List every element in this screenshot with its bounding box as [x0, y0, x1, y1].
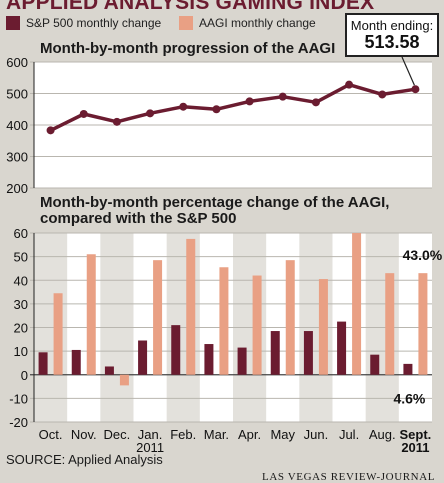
aagi-point [146, 109, 155, 118]
sp500-bar [237, 347, 247, 375]
callout-value: 513.58 [364, 32, 420, 52]
aagi-bar [318, 279, 328, 375]
bar-y-tick-label: 60 [14, 226, 28, 241]
line-y-tick-label: 400 [6, 118, 28, 133]
line-y-tick-label: 300 [6, 150, 28, 165]
aagi-point [245, 97, 254, 106]
bar-y-tick-label: 10 [14, 344, 28, 359]
sp500-bar [204, 344, 214, 375]
sp500-sept-label: 4.6% [393, 390, 425, 406]
main-title: APPLIED ANALYSIS GAMING INDEX [6, 0, 375, 14]
aagi-point [378, 90, 387, 99]
aagi-point [79, 109, 88, 118]
sp500-bar [337, 321, 347, 375]
source-note: SOURCE: Applied Analysis [6, 452, 163, 467]
credit-line: LAS VEGAS REVIEW-JOURNAL [262, 471, 436, 483]
aagi-point [46, 126, 55, 135]
aagi-point [311, 98, 320, 107]
aagi-point [345, 80, 354, 89]
aagi-point [278, 92, 287, 101]
line-y-tick-label: 200 [6, 181, 28, 196]
aagi-bar [352, 233, 362, 375]
x-tick-label: Mar. [204, 427, 229, 442]
aagi-bar [153, 260, 163, 375]
callout-leader [401, 56, 415, 86]
sp500-bar [270, 331, 280, 375]
aagi-point [112, 117, 121, 126]
sp500-bar [38, 352, 48, 375]
legend-label-sp500: S&P 500 monthly change [26, 16, 162, 30]
aagi-bar [285, 260, 295, 375]
aagi-bar [53, 293, 63, 375]
legend-label-aagi: AAGI monthly change [199, 16, 316, 30]
line-chart-title: Month-by-month progression of the AAGI [40, 40, 336, 57]
aagi-bar [119, 374, 129, 386]
aagi-sept-label: 43.0% [403, 247, 443, 263]
bar-y-tick-label: 50 [14, 250, 28, 265]
legend-swatch-aagi [179, 16, 193, 30]
sp500-bar [171, 325, 181, 375]
x-tick-sublabel: 2011 [136, 440, 164, 455]
x-tick-label: Jan. [138, 427, 163, 442]
line-y-tick-label: 500 [6, 87, 28, 102]
line-chart: 200 300 400 500 600 [6, 55, 432, 196]
aagi-bar [385, 273, 395, 375]
aagi-bar [252, 275, 262, 375]
x-tick-label: Jul. [339, 427, 359, 442]
x-tick-label: Nov. [71, 427, 97, 442]
bar-y-tick-label: -10 [9, 391, 28, 406]
bar-y-tick-label: 40 [14, 273, 28, 288]
aagi-bar [186, 238, 196, 375]
x-tick-label: Sept. [400, 427, 432, 442]
sp500-bar [303, 331, 313, 375]
aagi-line [49, 82, 416, 132]
line-y-tick-label: 600 [6, 55, 28, 70]
aagi-point [179, 102, 188, 111]
x-tick-label: Apr. [238, 427, 261, 442]
x-tick-label: Dec. [104, 427, 131, 442]
aagi-point [411, 85, 420, 94]
x-tick-sublabel: 2011 [401, 440, 429, 455]
sp500-bar [71, 349, 81, 375]
bar-chart-title: Month-by-month percentage change of the … [40, 194, 390, 227]
x-tick-label: Aug. [369, 427, 396, 442]
sp500-bar [403, 363, 413, 375]
sp500-bar [104, 366, 114, 375]
bar-y-tick-label: -20 [9, 415, 28, 430]
month-ending-callout: Month ending: 513.58 [345, 13, 439, 57]
aagi-point [212, 105, 221, 114]
callout-label: Month ending: [350, 18, 434, 33]
x-tick-label: Oct. [39, 427, 63, 442]
sp500-bar [138, 340, 148, 375]
bar-y-tick-label: 0 [21, 368, 28, 383]
x-tick-label: Feb. [170, 427, 196, 442]
x-tick-label: May [270, 427, 295, 442]
aagi-bar [86, 254, 96, 375]
bar-y-tick-label: 30 [14, 297, 28, 312]
x-tick-label: Jun. [304, 427, 329, 442]
aagi-bar [219, 267, 229, 375]
sp500-bar [370, 354, 380, 375]
aagi-bar [418, 273, 428, 375]
bar-y-tick-label: 20 [14, 321, 28, 336]
legend-swatch-sp500 [6, 16, 20, 30]
